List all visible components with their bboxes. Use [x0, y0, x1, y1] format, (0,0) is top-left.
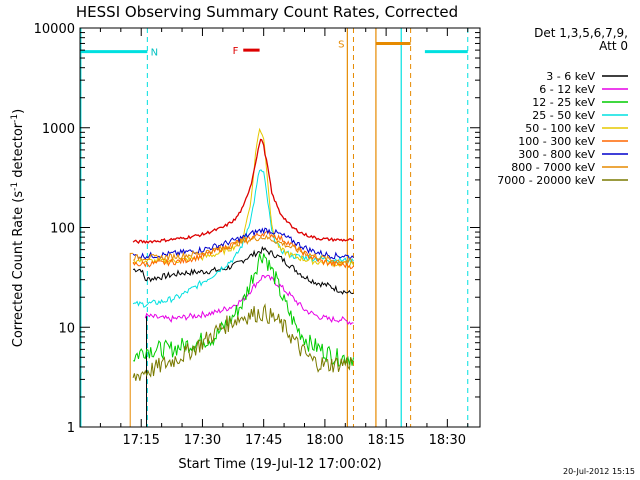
legend-label: 7000 - 20000 keV: [497, 174, 595, 187]
x-tick-label: 17:15: [122, 433, 159, 448]
x-axis-label: Start Time (19-Jul-12 17:00:02): [178, 457, 381, 472]
legend-label: 50 - 100 keV: [525, 122, 595, 135]
legend-label: 3 - 6 keV: [546, 70, 595, 83]
y-tick-label: 10: [58, 321, 75, 336]
legend-header-1: Det 1,3,5,6,7,9,: [534, 26, 628, 40]
footer-timestamp: 20-Jul-2012 15:15: [563, 467, 635, 476]
legend-label: 12 - 25 keV: [532, 96, 595, 109]
legend-label: 6 - 12 keV: [539, 83, 595, 96]
y-axis-label: Corrected Count Rate (s-1 detector-1): [10, 109, 26, 347]
night-label: N: [151, 48, 158, 59]
legend-label: 25 - 50 keV: [532, 109, 595, 122]
start-step-line: [129, 252, 134, 427]
series-line-6: [132, 227, 354, 260]
series-line-8: [132, 303, 354, 381]
x-tick-label: 17:30: [184, 433, 221, 448]
y-axis: 1 10 100 1000 10000: [34, 22, 480, 436]
x-tick-label: 18:30: [429, 433, 466, 448]
x-tick-label: 18:00: [306, 433, 343, 448]
x-tick-label: 18:15: [367, 433, 404, 448]
plot-frame: [79, 27, 481, 428]
red-flare-line: [132, 138, 354, 245]
legend-label: 300 - 800 keV: [518, 148, 595, 161]
plot-area: N FS: [80, 28, 469, 427]
series-line-2: [132, 253, 354, 367]
y-tick-label: 10000: [34, 22, 75, 37]
series-line-7: [133, 234, 354, 264]
y-tick-label: 1: [67, 421, 75, 436]
series-line-1: [144, 274, 354, 326]
y-tick-label: 100: [50, 222, 75, 237]
flare-label: F: [233, 46, 239, 57]
series-line-0: [132, 245, 354, 295]
saa-label: S: [338, 39, 344, 50]
x-axis: 17:15 17:30 17:45 18:00 18:15 18:30: [99, 28, 469, 448]
legend-label: 800 - 7000 keV: [511, 161, 595, 174]
series-line-4: [132, 127, 354, 268]
legend-label: 100 - 300 keV: [518, 135, 595, 148]
chart-title: HESSI Observing Summary Count Rates, Cor…: [76, 3, 458, 21]
legend-header-2: Att 0: [599, 39, 628, 53]
x-tick-label: 17:45: [245, 433, 282, 448]
y-tick-label: 1000: [42, 122, 75, 137]
